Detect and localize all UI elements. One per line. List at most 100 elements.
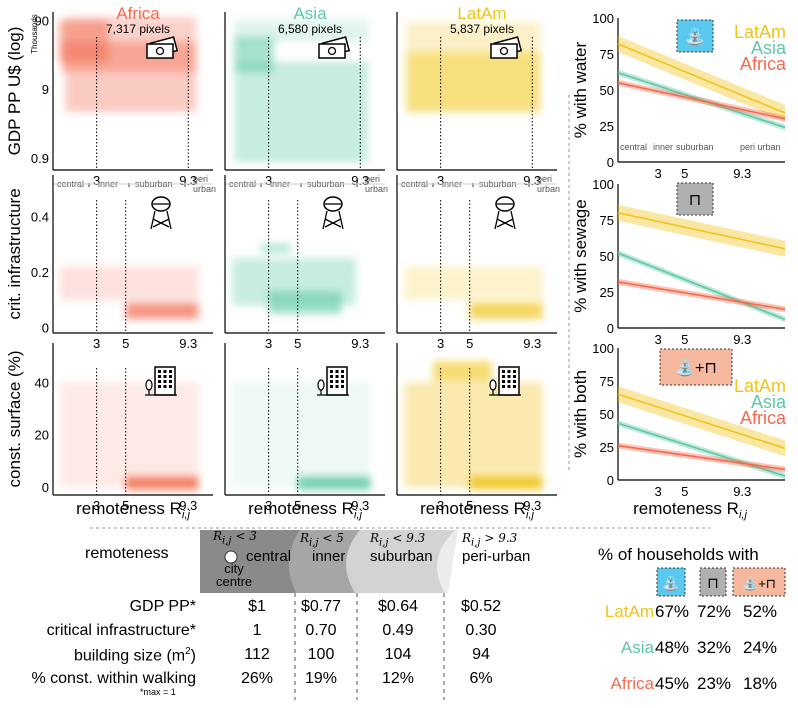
legend-latam: LatAm xyxy=(734,22,786,42)
density-cloud xyxy=(232,244,356,314)
tap-plus-pipe-icon: ⛲+⊓ xyxy=(675,358,717,377)
zone-cond-suburban: Ri,j < 9.3 xyxy=(370,531,426,549)
zone-label: peri xyxy=(365,174,380,184)
zone-cond-inner: Ri,j < 5 xyxy=(300,531,344,549)
density-cloud xyxy=(60,266,199,320)
zone-label: urban xyxy=(537,184,560,194)
zone-cond-central: Ri,j < 3 xyxy=(213,529,257,547)
y-tick-label: 50 xyxy=(600,407,614,422)
svg-text:suburban: suburban xyxy=(676,142,714,152)
table-cell: 0.70 xyxy=(305,622,337,639)
household-region-label: Asia xyxy=(620,638,654,657)
x-tick-label: 9.3 xyxy=(179,336,197,351)
table-footnote: *max = 1 xyxy=(140,687,176,697)
x-tick-label: 5 xyxy=(681,332,688,347)
y-tick-label: 40 xyxy=(35,375,49,390)
density-panel-latam-infra: 3 5 9.3 xyxy=(396,175,557,351)
table-cell: 12% xyxy=(381,670,415,687)
x-tick-label: 9.3 xyxy=(733,484,751,499)
svg-text:peri urban: peri urban xyxy=(740,142,781,152)
table-cell: 94 xyxy=(472,646,490,663)
x-tick-label: 3 xyxy=(437,498,444,513)
y-tick-label: 0 xyxy=(42,480,49,495)
y-tick-label: 0.4 xyxy=(31,210,49,225)
panel-icon-box xyxy=(659,348,733,386)
table-cell: 100 xyxy=(307,646,335,663)
table-cell: 0.30 xyxy=(465,622,497,639)
row-ylabel: crit. infrastructure xyxy=(5,188,24,319)
x-tick-label: 5 xyxy=(122,336,129,351)
density-cloud xyxy=(404,361,543,490)
water-icon-box xyxy=(656,567,686,597)
row-ylabel: const. surface (%) xyxy=(5,351,24,488)
household-icons: ⛲ ⊓ ⛲+⊓ xyxy=(656,567,786,597)
y-tick-label: 100 xyxy=(592,341,614,356)
city-centre-label: city centre xyxy=(216,561,253,589)
city-centre-marker xyxy=(224,550,238,564)
y-tick-label: 75 xyxy=(600,374,614,389)
household-cell: 48% xyxy=(654,638,690,657)
y-tick-label: 50 xyxy=(600,249,614,264)
y-tick-label: 0 xyxy=(607,321,614,336)
x-tick-label: 3 xyxy=(93,173,100,188)
zone-band-central xyxy=(200,530,300,593)
y-tick-label: 75 xyxy=(600,47,614,62)
table-row-label: % const. within walking xyxy=(31,670,196,687)
tap-icon: ⛲ xyxy=(685,27,705,46)
x-axis-label: remoteness Ri,j xyxy=(76,499,190,521)
x-tick-label: 3 xyxy=(93,498,100,513)
legend-africa: Africa xyxy=(740,54,787,74)
unit-label: Thousands xyxy=(30,14,39,54)
legend-latam: LatAm xyxy=(734,376,786,396)
x-tick-label: 5 xyxy=(466,336,473,351)
x-tick-label: 9.3 xyxy=(733,166,751,181)
series-line-africa xyxy=(617,444,786,471)
panel-ylabel: % with sewage xyxy=(571,199,590,312)
region-title: LatAm xyxy=(457,4,506,23)
table-cell: 1 xyxy=(252,622,262,639)
series-line-latam xyxy=(617,43,786,114)
y-tick-label: 100 xyxy=(592,177,614,192)
x-tick-label: 5 xyxy=(122,498,129,513)
y-tick-label: 0.9 xyxy=(31,151,49,166)
y-tick-label: 75 xyxy=(600,213,614,228)
series-line-latam xyxy=(617,212,786,250)
x-tick-label: 3 xyxy=(654,332,661,347)
line-panel-2: 100 75 50 25 0 3 5 9.3 % with sewage ⊓ xyxy=(571,177,786,347)
panel-ylabel: % with both xyxy=(571,370,590,458)
table-row-label: GDP PP* xyxy=(129,598,196,615)
table-cell: 19% xyxy=(304,670,338,687)
region-title: Asia xyxy=(293,4,327,23)
building-icon xyxy=(145,366,177,396)
panel-icon-box xyxy=(676,19,714,53)
density-cloud xyxy=(404,266,543,320)
density-cloud xyxy=(232,382,371,490)
table-row-label: building size (m2) xyxy=(73,646,196,665)
panel-ylabel: % with water xyxy=(571,41,590,138)
water-tower-icon xyxy=(322,196,344,230)
y-tick-label: 0 xyxy=(607,155,614,170)
household-region-label: LatAm xyxy=(604,602,654,621)
panel-icon-box xyxy=(676,182,714,216)
series-line-africa xyxy=(617,82,786,120)
water-tower-icon xyxy=(494,196,516,230)
svg-text:inner: inner xyxy=(653,142,673,152)
zone-label: peri xyxy=(193,174,208,184)
x-tick-label: 3 xyxy=(437,173,444,188)
series-line-asia xyxy=(617,422,786,477)
table-cell: $0.52 xyxy=(460,598,502,615)
y-tick-label: 90 xyxy=(35,14,49,29)
x-tick-label: 5 xyxy=(681,166,688,181)
household-cell: 45% xyxy=(654,674,690,693)
zone-name-inner: inner xyxy=(312,548,346,565)
x-tick-label: 9.3 xyxy=(523,498,541,513)
legend-africa: Africa xyxy=(740,408,787,428)
household-cell: 52% xyxy=(742,602,778,621)
x-tick-label: 9.3 xyxy=(351,498,369,513)
x-tick-label: 3 xyxy=(437,336,444,351)
household-cell: 72% xyxy=(696,602,732,621)
